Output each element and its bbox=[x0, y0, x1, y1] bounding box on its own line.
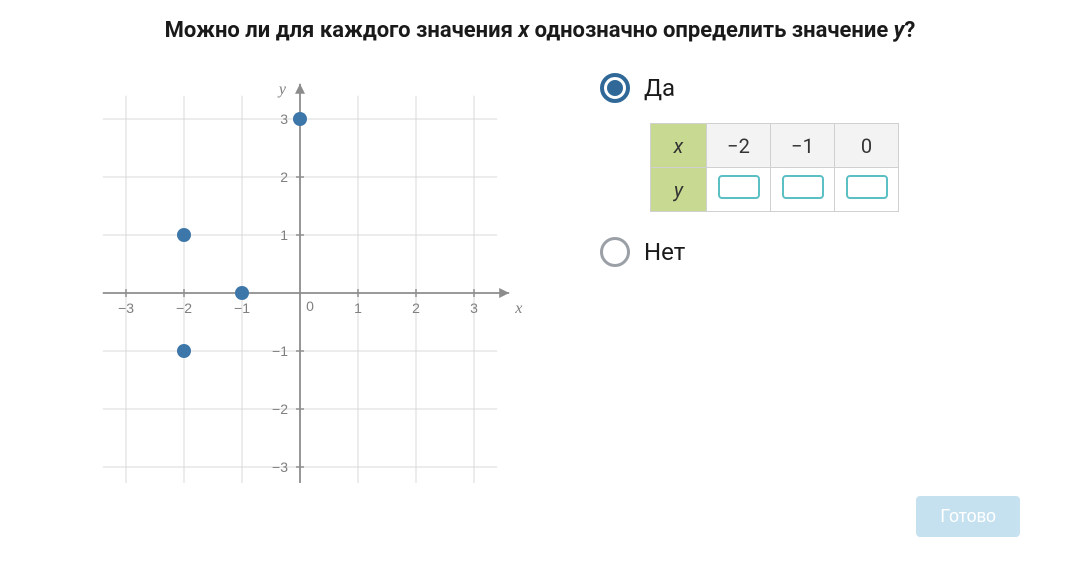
title-prefix: Можно ли для каждого значения bbox=[165, 18, 519, 43]
svg-text:−3: −3 bbox=[118, 300, 134, 316]
svg-text:y: y bbox=[277, 81, 287, 98]
done-button[interactable]: Готово bbox=[916, 496, 1020, 537]
svg-text:x: x bbox=[514, 300, 522, 317]
question-title: Можно ли для каждого значения x однознач… bbox=[0, 0, 1080, 53]
svg-text:2: 2 bbox=[412, 300, 420, 316]
chart-svg: −3 −2 −1 1 2 3 0 −3 −2 −1 1 2 3 x y bbox=[40, 63, 540, 483]
table-x-header: x bbox=[651, 124, 707, 168]
svg-text:−2: −2 bbox=[272, 401, 288, 417]
table-y-header: y bbox=[651, 168, 707, 212]
table-y-cell-2 bbox=[835, 168, 899, 212]
svg-text:−1: −1 bbox=[234, 300, 250, 316]
table-y-cell-0 bbox=[707, 168, 771, 212]
svg-text:−2: −2 bbox=[176, 300, 192, 316]
radio-yes-label: Да bbox=[644, 74, 675, 102]
title-var-x: x bbox=[518, 18, 529, 43]
table-x-val-0: −2 bbox=[707, 124, 771, 168]
title-suffix: ? bbox=[904, 18, 915, 43]
y-input-2[interactable] bbox=[846, 175, 888, 199]
value-table: x −2 −1 0 y bbox=[650, 123, 899, 212]
svg-text:3: 3 bbox=[280, 111, 288, 127]
svg-text:1: 1 bbox=[354, 300, 362, 316]
table-y-cell-1 bbox=[771, 168, 835, 212]
svg-text:1: 1 bbox=[280, 227, 288, 243]
svg-text:−1: −1 bbox=[272, 343, 288, 359]
y-input-0[interactable] bbox=[718, 175, 760, 199]
y-input-1[interactable] bbox=[782, 175, 824, 199]
title-middle: однозначно определить значение bbox=[529, 18, 893, 43]
table-x-val-1: −1 bbox=[771, 124, 835, 168]
value-table-wrap: x −2 −1 0 y bbox=[650, 123, 1040, 212]
title-var-y: y bbox=[894, 18, 905, 43]
radio-yes-row[interactable]: Да bbox=[600, 73, 1040, 103]
table-x-val-2: 0 bbox=[835, 124, 899, 168]
radio-no-row[interactable]: Нет bbox=[600, 237, 1040, 267]
svg-text:2: 2 bbox=[280, 169, 288, 185]
scatter-chart: −3 −2 −1 1 2 3 0 −3 −2 −1 1 2 3 x y bbox=[40, 63, 540, 483]
svg-text:3: 3 bbox=[470, 300, 478, 316]
svg-text:0: 0 bbox=[306, 298, 314, 314]
svg-text:−3: −3 bbox=[272, 459, 288, 475]
answer-panel: Да x −2 −1 0 y Нет bbox=[540, 63, 1040, 483]
radio-yes[interactable] bbox=[600, 73, 630, 103]
radio-no[interactable] bbox=[600, 237, 630, 267]
radio-yes-dot bbox=[607, 80, 623, 96]
radio-no-label: Нет bbox=[644, 238, 685, 266]
